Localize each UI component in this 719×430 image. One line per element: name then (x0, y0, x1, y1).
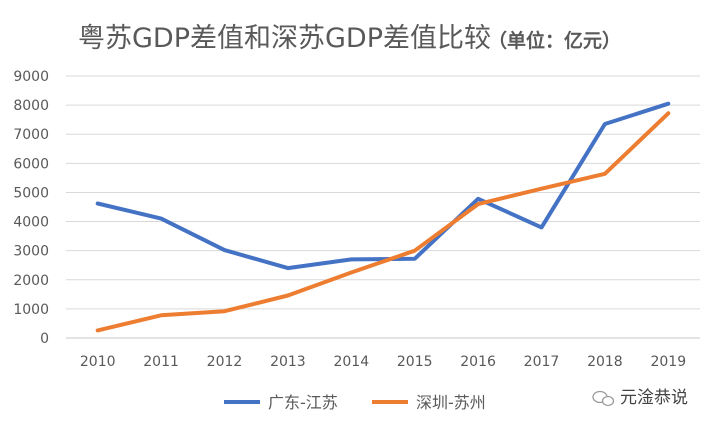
x-tick-label: 2014 (333, 354, 369, 370)
legend-label: 广东-江苏 (268, 393, 338, 412)
y-axis-ticks: 0 1000 2000 3000 4000 5000 6000 7000 8000 9000 (13, 69, 49, 347)
y-tick-label: 6000 (13, 156, 49, 172)
series-line-2 (95, 111, 671, 333)
y-tick-label: 8000 (13, 98, 49, 114)
y-tick-label: 7000 (13, 127, 49, 143)
x-tick-label: 2013 (270, 354, 306, 370)
wechat-icon (592, 390, 615, 407)
chart-title-group: 粤苏GDP差值和深苏GDP差值比较 （单位：亿元） (78, 23, 621, 54)
x-tick-label: 2012 (207, 354, 243, 370)
watermark-text: 元淦恭说 (620, 388, 688, 408)
y-tick-label: 3000 (13, 244, 49, 260)
y-tick-label: 0 (40, 331, 49, 347)
y-tick-label: 9000 (13, 69, 49, 85)
y-tick-label: 2000 (13, 273, 49, 289)
chart-title: 粤苏GDP差值和深苏GDP差值比较 (78, 23, 491, 54)
x-tick-label: 2019 (650, 354, 686, 370)
y-tick-label: 1000 (13, 302, 49, 318)
x-tick-label: 2016 (460, 354, 496, 370)
y-tick-label: 4000 (13, 215, 49, 231)
x-tick-label: 2015 (397, 354, 433, 370)
gridlines (66, 75, 700, 339)
series-line-1 (95, 101, 671, 271)
y-tick-label: 5000 (13, 185, 49, 201)
x-tick-label: 2017 (524, 354, 560, 370)
x-tick-label: 2018 (587, 354, 623, 370)
watermark: 元淦恭说 (592, 388, 688, 408)
chart-title-unit: （单位：亿元） (488, 29, 621, 52)
series-lines (95, 101, 671, 333)
x-axis-ticks: 2010 2011 2012 2013 2014 2015 2016 2017 2018 2019 (80, 354, 686, 370)
x-tick-label: 2010 (80, 354, 116, 370)
legend: 广东-江苏 深圳-苏州 (224, 393, 486, 412)
legend-label: 深圳-苏州 (416, 393, 486, 412)
x-tick-label: 2011 (143, 354, 179, 370)
